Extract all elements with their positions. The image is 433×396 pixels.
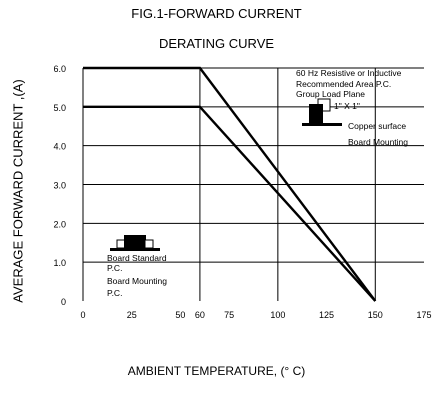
y-tick-label: 2.0 xyxy=(53,219,66,229)
pad-outline-right xyxy=(144,239,154,249)
lower-note-line-1: Board Standard xyxy=(107,253,167,263)
chart-title: FIG.1-FORWARD CURRENT xyxy=(131,6,302,21)
x-tick-label: 125 xyxy=(319,310,334,320)
pc-board-strip xyxy=(302,123,342,126)
y-tick-label: 0 xyxy=(61,297,66,307)
x-tick-label: 50 xyxy=(175,310,185,320)
x-tick-label: 100 xyxy=(270,310,285,320)
x-tick-label: 175 xyxy=(416,310,431,320)
x-tick-label: 150 xyxy=(368,310,383,320)
x-tick-label: 0 xyxy=(80,310,85,320)
component-body-icon xyxy=(309,104,323,124)
x-tick-label: 75 xyxy=(224,310,234,320)
lower-note-line-4: P.C. xyxy=(107,288,122,298)
component-body-icon-lower xyxy=(124,235,146,248)
x-axis-label: AMBIENT TEMPERATURE, (° C) xyxy=(127,364,306,378)
upper-note-line-6: Board Mounting xyxy=(348,137,408,147)
pc-board-strip-lower xyxy=(110,248,160,251)
lower-note-line-3: Board Mounting xyxy=(107,276,167,286)
upper-annotation: 60 Hz Resistive or Inductive Recommended… xyxy=(296,68,408,147)
x-tick-label: 60 xyxy=(195,310,205,320)
derating-curve-2 xyxy=(83,105,377,302)
upper-note-line-2: Recommended Area P.C. xyxy=(296,79,391,89)
lower-annotation: Board Standard P.C. Board Mounting P.C. xyxy=(107,235,167,298)
upper-note-line-4: 1" X 1" xyxy=(334,101,360,111)
pad-outline-left xyxy=(116,239,126,249)
derating-curve-1 xyxy=(83,66,377,302)
lower-note-line-2: P.C. xyxy=(107,263,122,273)
y-tick-label: 3.0 xyxy=(53,181,66,191)
upper-note-line-3: Group Load Plane xyxy=(296,89,365,99)
y-tick-label: 6.0 xyxy=(53,64,66,74)
upper-note-line-5: Copper surface xyxy=(348,121,406,131)
x-tick-label: 25 xyxy=(127,310,137,320)
y-tick-label: 4.0 xyxy=(53,142,66,152)
y-tick-label: 1.0 xyxy=(53,258,66,268)
y-tick-label: 5.0 xyxy=(53,103,66,113)
upper-note-line-1: 60 Hz Resistive or Inductive xyxy=(296,68,402,78)
chart-subtitle: DERATING CURVE xyxy=(158,36,275,51)
